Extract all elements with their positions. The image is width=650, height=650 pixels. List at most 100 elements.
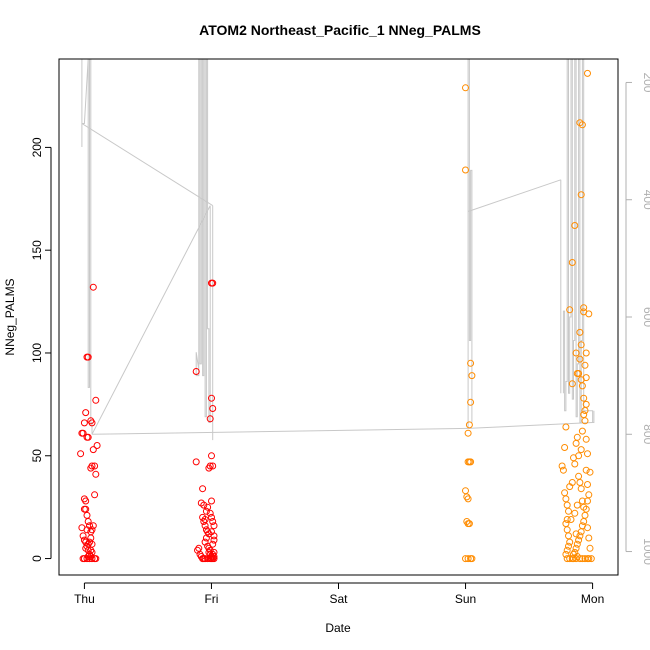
data-point (91, 462, 99, 470)
data-point (83, 526, 91, 534)
data-point (80, 536, 88, 544)
data-point (565, 542, 572, 550)
x-tick-label: Sun (455, 592, 476, 606)
data-point (575, 452, 583, 460)
data-point (79, 429, 87, 437)
y-axis-label: NNeg_PALMS (3, 278, 17, 355)
data-point (576, 555, 584, 563)
data-point (87, 534, 95, 542)
y2-tick-label: 800 (641, 424, 650, 444)
data-point (582, 435, 590, 443)
x-tick-label: Mon (581, 592, 604, 606)
data-point (578, 121, 586, 129)
y-tick-label: 50 (30, 449, 44, 463)
data-point (580, 304, 588, 312)
data-point (572, 530, 580, 538)
data-point (209, 405, 217, 412)
depth-line-segment (91, 427, 469, 435)
data-point (581, 511, 589, 519)
data-point (585, 534, 593, 542)
data-point (563, 516, 571, 523)
data-point (573, 540, 581, 548)
depth-line-segment (467, 179, 561, 212)
data-point (563, 526, 571, 534)
data-point (584, 481, 591, 488)
data-point (576, 532, 584, 540)
data-point (577, 485, 585, 493)
data-point (192, 368, 200, 375)
data-point (83, 511, 91, 519)
axes-layer: Thu Fri Sat Sun Mon 0 50 100 150 200 200 400 600 800 1… (30, 72, 650, 606)
data-point (563, 546, 571, 554)
x-tick-label: Thu (74, 592, 95, 606)
data-point (82, 497, 90, 505)
data-point (571, 509, 579, 517)
data-point (562, 423, 570, 431)
data-point (462, 487, 469, 495)
data-point (208, 394, 215, 402)
data-point (465, 520, 473, 528)
data-point (84, 518, 92, 525)
data-point (92, 470, 100, 478)
data-point (468, 555, 476, 563)
data-point (562, 520, 570, 528)
data-point (584, 69, 591, 77)
data-point (580, 394, 588, 402)
y-tick-label: 100 (30, 343, 44, 363)
data-point (585, 491, 593, 499)
y2-tick-label: 400 (641, 190, 650, 210)
data-point (563, 501, 571, 509)
data-point (584, 450, 591, 458)
data-point (89, 446, 97, 454)
data-point (199, 485, 207, 493)
x-tick-label: Fri (204, 592, 218, 606)
data-point (575, 536, 583, 544)
y-tick-label: 200 (30, 137, 44, 157)
data-point (205, 530, 213, 538)
data-point (586, 544, 594, 552)
data-point (201, 516, 209, 523)
data-point (580, 518, 588, 525)
data-point (209, 550, 217, 558)
data-point (582, 466, 590, 474)
data-point (572, 439, 580, 447)
data-point (572, 544, 580, 552)
data-point (208, 497, 215, 505)
data-point (206, 415, 214, 423)
data-point (464, 429, 472, 437)
data-point (571, 548, 579, 556)
data-point (89, 522, 97, 530)
data-point (561, 489, 569, 497)
data-point (204, 503, 212, 511)
data-point (462, 166, 469, 174)
data-point (210, 555, 218, 563)
data-point (577, 446, 585, 454)
data-point (92, 396, 100, 404)
data-point (83, 555, 91, 563)
data-point (80, 419, 88, 427)
data-point (201, 522, 209, 530)
data-point (586, 468, 594, 476)
data-point (208, 452, 215, 460)
depth-line-segment (468, 422, 593, 429)
data-point (580, 503, 588, 511)
data-point (210, 536, 218, 544)
data-point (570, 550, 577, 558)
data-point (568, 380, 576, 388)
data-point (467, 359, 475, 367)
data-point (565, 532, 572, 540)
sample-points-layer (77, 69, 595, 563)
data-point (576, 328, 584, 336)
x-tick-label: Sat (329, 592, 348, 606)
data-point (587, 555, 595, 563)
data-point (572, 349, 580, 357)
data-point (464, 555, 472, 563)
data-point (578, 382, 586, 390)
data-point (200, 501, 208, 509)
data-point (88, 526, 96, 534)
data-point (464, 495, 472, 503)
data-point (571, 222, 579, 229)
data-point (77, 450, 85, 458)
data-point (580, 411, 588, 419)
data-point (568, 479, 576, 486)
